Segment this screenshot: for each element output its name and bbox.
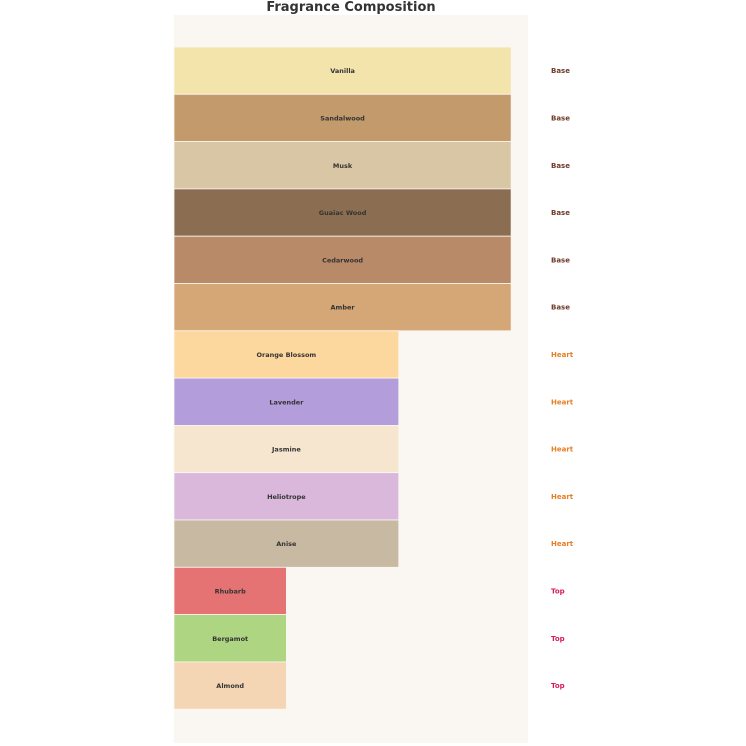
bar: [173, 472, 400, 521]
bar-label: Vanilla: [330, 67, 355, 75]
layer-label: Top: [551, 587, 565, 595]
bar-label: Jasmine: [271, 446, 301, 454]
layer-label: Base: [551, 256, 570, 264]
bar-label: Almond: [216, 682, 244, 690]
bar: [173, 661, 287, 710]
bar-label: Sandalwood: [320, 114, 365, 122]
bar: [173, 46, 512, 95]
bar: [173, 424, 400, 474]
layer-label: Top: [551, 682, 565, 690]
bar-label: Heliotrope: [267, 493, 306, 501]
layer-label: Heart: [551, 351, 574, 359]
layer-label: Base: [551, 114, 570, 122]
layer-label: Base: [551, 209, 570, 217]
bar-label: Anise: [276, 540, 297, 548]
layer-label: Base: [551, 304, 570, 312]
bar-label: Musk: [333, 162, 353, 170]
layer-label: Heart: [551, 398, 574, 406]
layer-label: Heart: [551, 446, 574, 454]
bar: [173, 93, 512, 143]
bar-label: Cedarwood: [322, 256, 363, 264]
bar-label: Lavender: [269, 398, 304, 406]
bar-label: Guaiac Wood: [319, 209, 367, 217]
bar-label: Orange Blossom: [257, 351, 317, 359]
layer-label: Top: [551, 635, 565, 643]
bar: [173, 519, 400, 568]
bar: [173, 330, 400, 379]
layer-label: Base: [551, 67, 570, 75]
bar-label: Amber: [331, 304, 356, 312]
bar-label: Bergamot: [212, 635, 248, 643]
bar: [173, 377, 400, 426]
bar-label: Rhubarb: [215, 587, 247, 595]
bar: [173, 566, 287, 615]
layer-label: Heart: [551, 540, 574, 548]
layer-label: Base: [551, 162, 570, 170]
bar: [173, 614, 287, 663]
chart-title: Fragrance Composition: [266, 0, 436, 15]
layer-label: Heart: [551, 493, 574, 501]
